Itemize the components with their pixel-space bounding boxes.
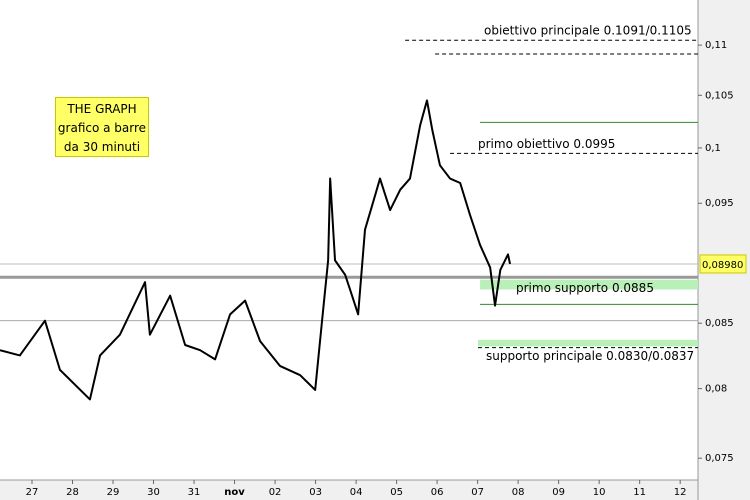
y-tick-label: 0,075 [705,453,734,464]
x-tick-label: 04 [350,487,363,498]
chart-title: THE GRAPH [67,102,137,116]
x-tick-label: 30 [147,487,160,498]
chart-title-box: THE GRAPH grafico a barre da 30 minuti [55,97,149,157]
x-tick-label: 07 [471,487,484,498]
x-tick-label: 09 [552,487,565,498]
x-tick-label: 06 [431,487,444,498]
y-tick-label: 0,11 [705,40,727,51]
price-series [0,99,512,401]
x-tick-label: nov [224,487,245,498]
annotation: supporto principale 0.0830/0.0837 [486,349,694,363]
annotation: primo supporto 0.0885 [516,281,654,295]
y-tick-label: 0,08 [705,384,727,395]
price-label-box [699,254,747,274]
x-tick-label: 12 [674,487,687,498]
y-tick-label: 0,095 [705,198,734,209]
zone-band [480,279,698,290]
chart-title: da 30 minuti [63,140,141,154]
x-tick-label: 31 [188,487,201,498]
y-tick-label: 0,105 [705,90,734,101]
y-tick-label: 0,1 [705,143,721,154]
chart-title: grafico a barre [57,121,147,135]
x-tick-label: 28 [66,487,79,498]
y-tick-label: 0,085 [705,318,734,329]
x-tick-label: 29 [107,487,120,498]
x-tick-label: 27 [26,487,39,498]
x-tick-label: 03 [309,487,322,498]
price-label: 0,08980 [702,260,743,271]
annotation: primo obiettivo 0.0995 [478,137,615,151]
x-tick-label: 05 [390,487,403,498]
x-tick-label: 02 [269,487,282,498]
annotation: obiettivo principale 0.1091/0.1105 [484,24,692,38]
axis-panel [0,480,750,500]
x-tick-label: 11 [633,487,646,498]
axis-panel [698,0,750,500]
zone-band [478,339,698,347]
x-tick-label: 08 [512,487,525,498]
x-tick-label: 10 [593,487,606,498]
